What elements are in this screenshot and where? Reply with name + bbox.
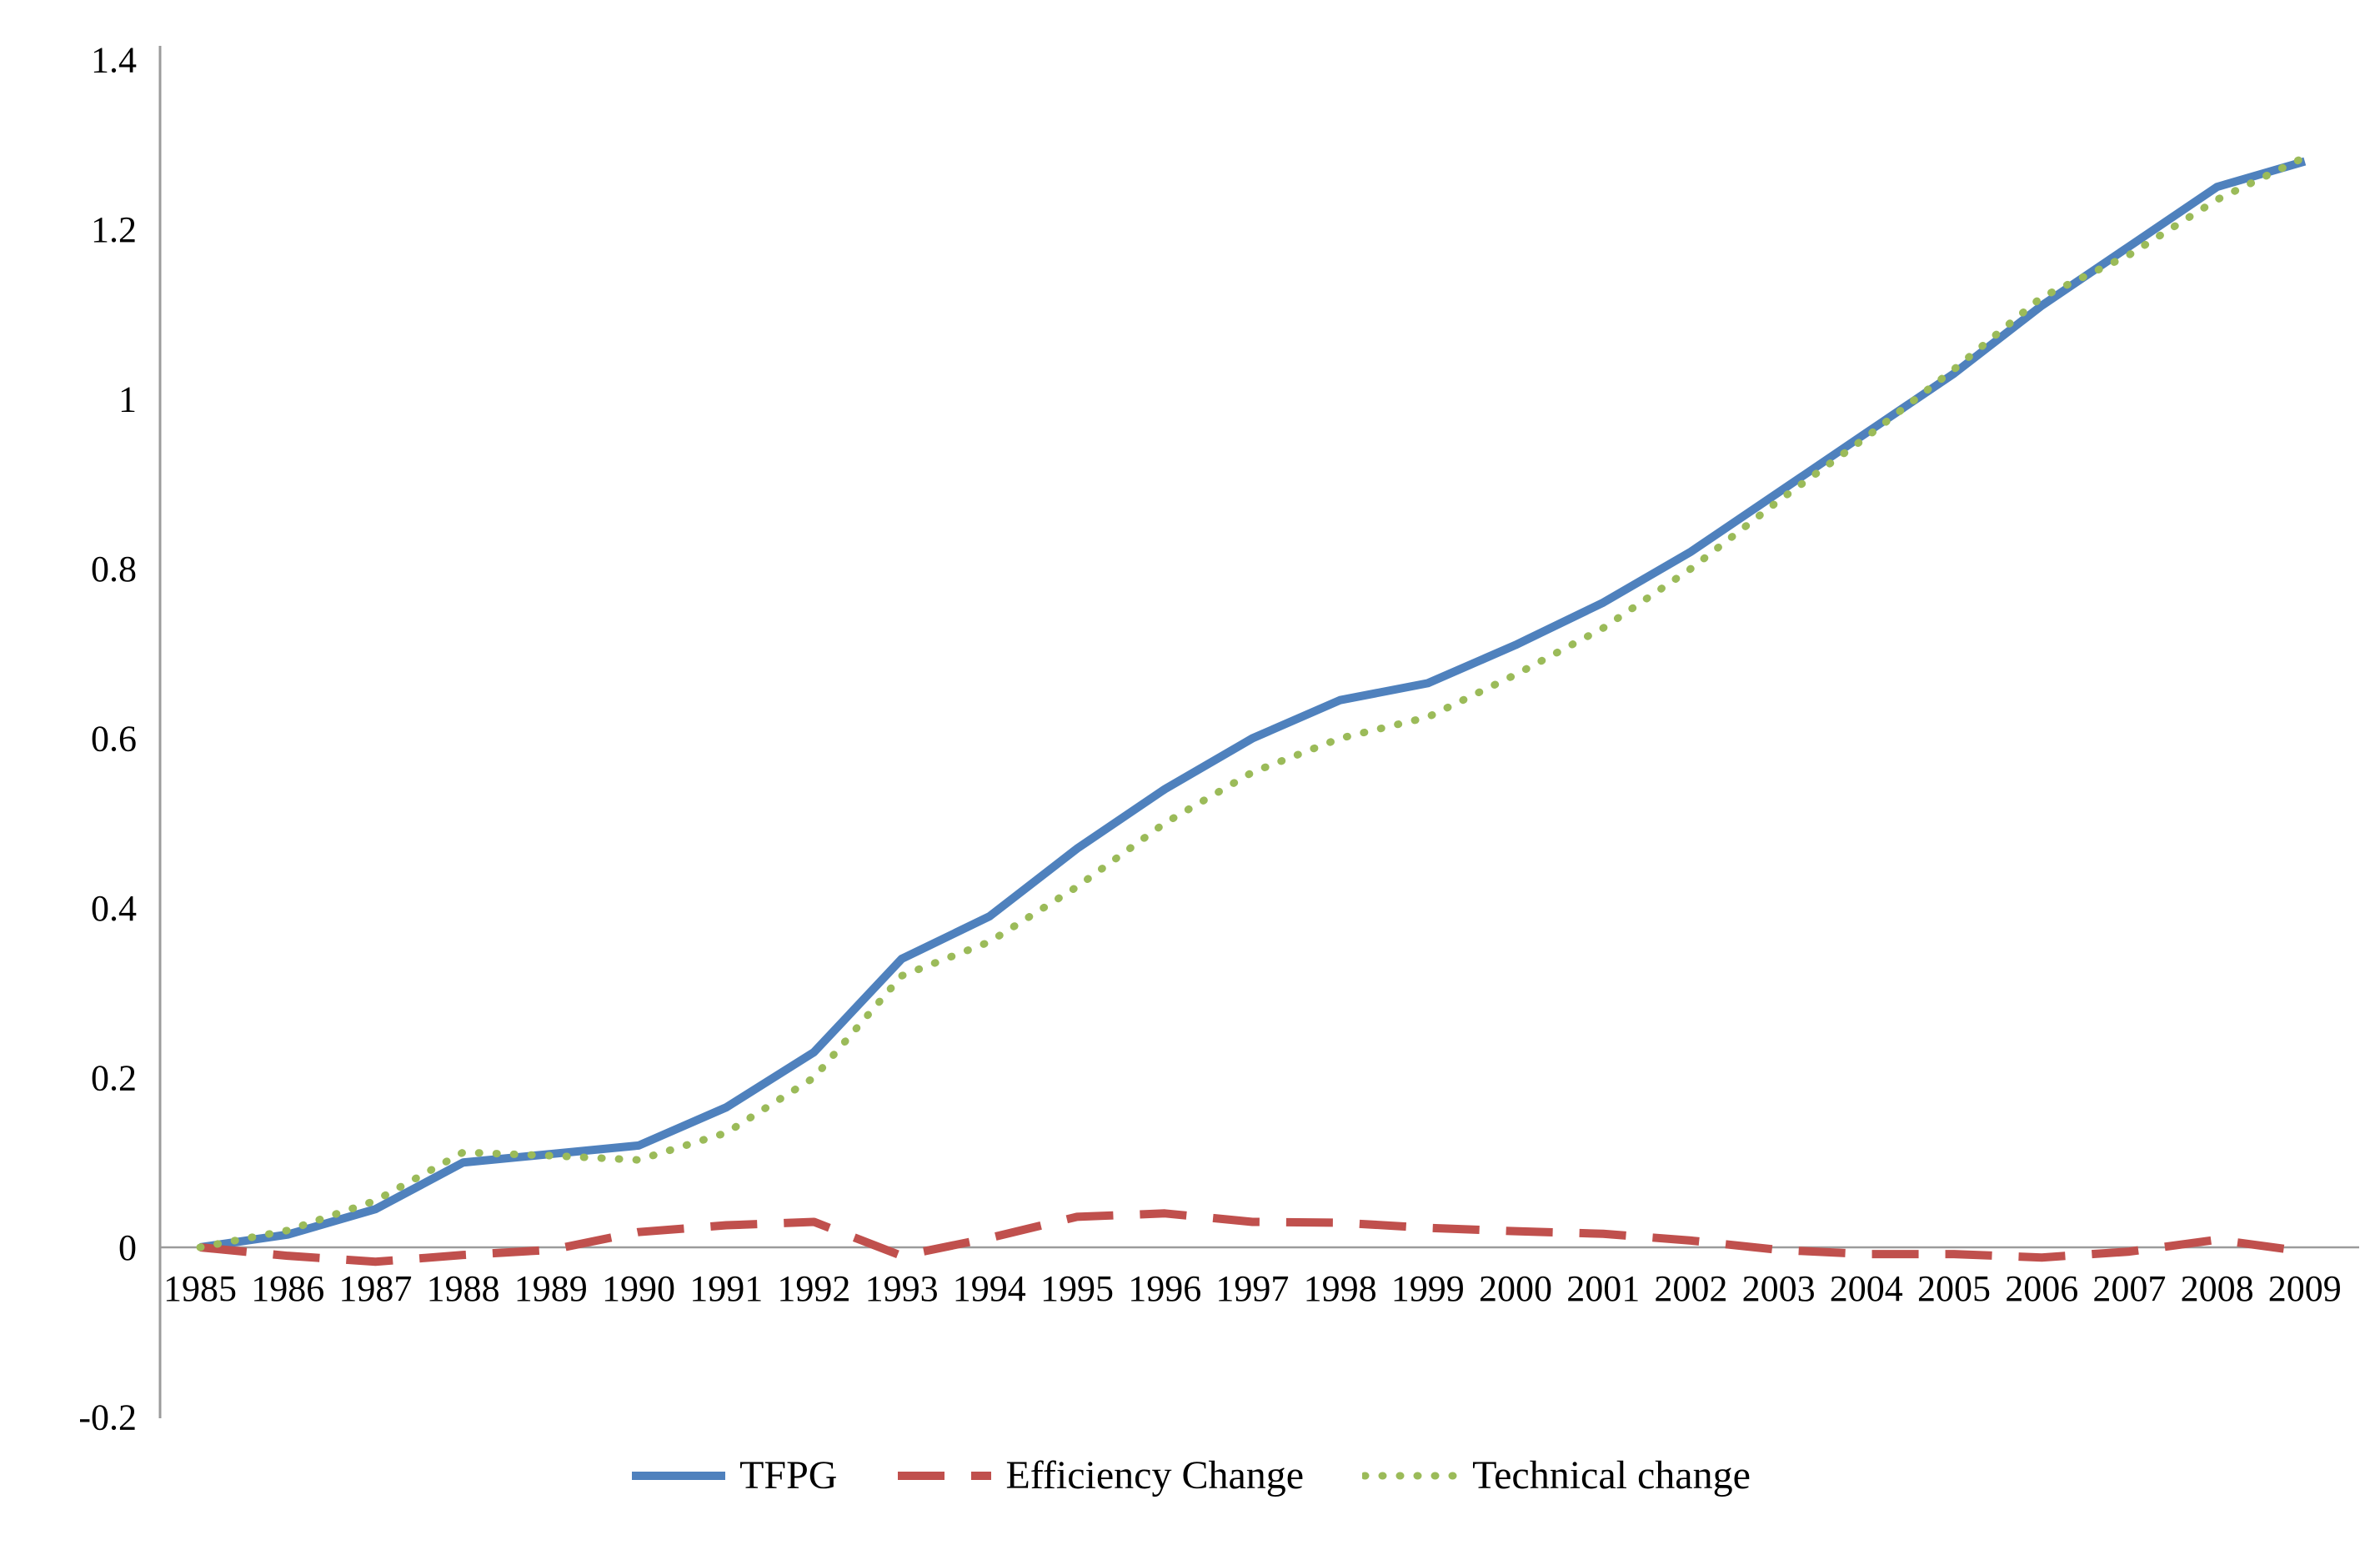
legend-dashed-swatch-icon bbox=[898, 1471, 992, 1480]
series-layer bbox=[196, 153, 2309, 1267]
legend-label-tfpg: TFPG bbox=[739, 1453, 838, 1497]
x-tick-label-1999: 1999 bbox=[1391, 1268, 1465, 1309]
x-tick-label-1993: 1993 bbox=[865, 1268, 939, 1309]
y-axis-tick-labels: 1.4 1.2 1 0.8 0.6 0.4 0.2 0 -0.2 bbox=[78, 40, 137, 1438]
x-tick-label-1994: 1994 bbox=[953, 1268, 1026, 1309]
y-tick-label-0: 0 bbox=[118, 1227, 137, 1268]
y-tick-label-1.2: 1.2 bbox=[91, 209, 137, 250]
x-tick-label-2003: 2003 bbox=[1742, 1268, 1816, 1309]
legend-label-efficiency-change: Efficiency Change bbox=[1005, 1453, 1305, 1497]
y-tick-label-0.8: 0.8 bbox=[91, 549, 137, 589]
y-tick-label-0.2: 0.2 bbox=[91, 1058, 137, 1099]
y-tick-label-0.6: 0.6 bbox=[91, 719, 137, 760]
x-axis-tick-labels: 1985 1986 1987 1988 1989 1990 1991 1992 1993 1994… bbox=[163, 1268, 2342, 1309]
legend: TFPG Efficiency Change Technical change bbox=[0, 1452, 2380, 1498]
y-tick-label--0.2: -0.2 bbox=[78, 1397, 137, 1438]
x-tick-label-1998: 1998 bbox=[1304, 1268, 1377, 1309]
x-tick-label-1996: 1996 bbox=[1128, 1268, 1201, 1309]
y-tick-label-1.4: 1.4 bbox=[91, 40, 137, 81]
legend-label-technical-change: Technical change bbox=[1472, 1453, 1751, 1497]
legend-item-technical-change: Technical change bbox=[1362, 1452, 1751, 1498]
technical-change-line bbox=[196, 153, 2309, 1252]
x-tick-label-2005: 2005 bbox=[1917, 1268, 1991, 1309]
x-tick-label-2001: 2001 bbox=[1566, 1268, 1640, 1309]
x-tick-label-1997: 1997 bbox=[1215, 1268, 1289, 1309]
x-tick-label-1989: 1989 bbox=[514, 1268, 588, 1309]
y-tick-label-0.4: 0.4 bbox=[91, 888, 137, 929]
x-tick-label-1991: 1991 bbox=[689, 1268, 763, 1309]
x-tick-label-2009: 2009 bbox=[2268, 1268, 2342, 1309]
x-tick-label-2002: 2002 bbox=[1654, 1268, 1727, 1309]
legend-item-efficiency-change: Efficiency Change bbox=[895, 1452, 1304, 1498]
x-tick-label-1986: 1986 bbox=[251, 1268, 324, 1309]
x-tick-label-1988: 1988 bbox=[427, 1268, 500, 1309]
x-tick-label-1987: 1987 bbox=[338, 1268, 412, 1309]
tfpg-line bbox=[199, 157, 2307, 1252]
x-tick-label-1990: 1990 bbox=[602, 1268, 675, 1309]
x-tick-label-2000: 2000 bbox=[1479, 1268, 1552, 1309]
y-tick-label-1: 1 bbox=[118, 379, 137, 420]
x-tick-label-1992: 1992 bbox=[777, 1268, 850, 1309]
x-tick-label-2004: 2004 bbox=[1830, 1268, 1903, 1309]
legend-dotted-swatch-icon bbox=[1362, 1472, 1461, 1479]
legend-item-tfpg: TFPG bbox=[629, 1452, 837, 1498]
efficiency-change-line bbox=[199, 1209, 2306, 1267]
x-tick-label-1995: 1995 bbox=[1040, 1268, 1114, 1309]
x-tick-label-2008: 2008 bbox=[2181, 1268, 2254, 1309]
x-tick-label-2006: 2006 bbox=[2005, 1268, 2078, 1309]
x-tick-label-1985: 1985 bbox=[163, 1268, 237, 1309]
legend-solid-swatch-icon bbox=[632, 1471, 726, 1480]
x-tick-label-2007: 2007 bbox=[2092, 1268, 2166, 1309]
